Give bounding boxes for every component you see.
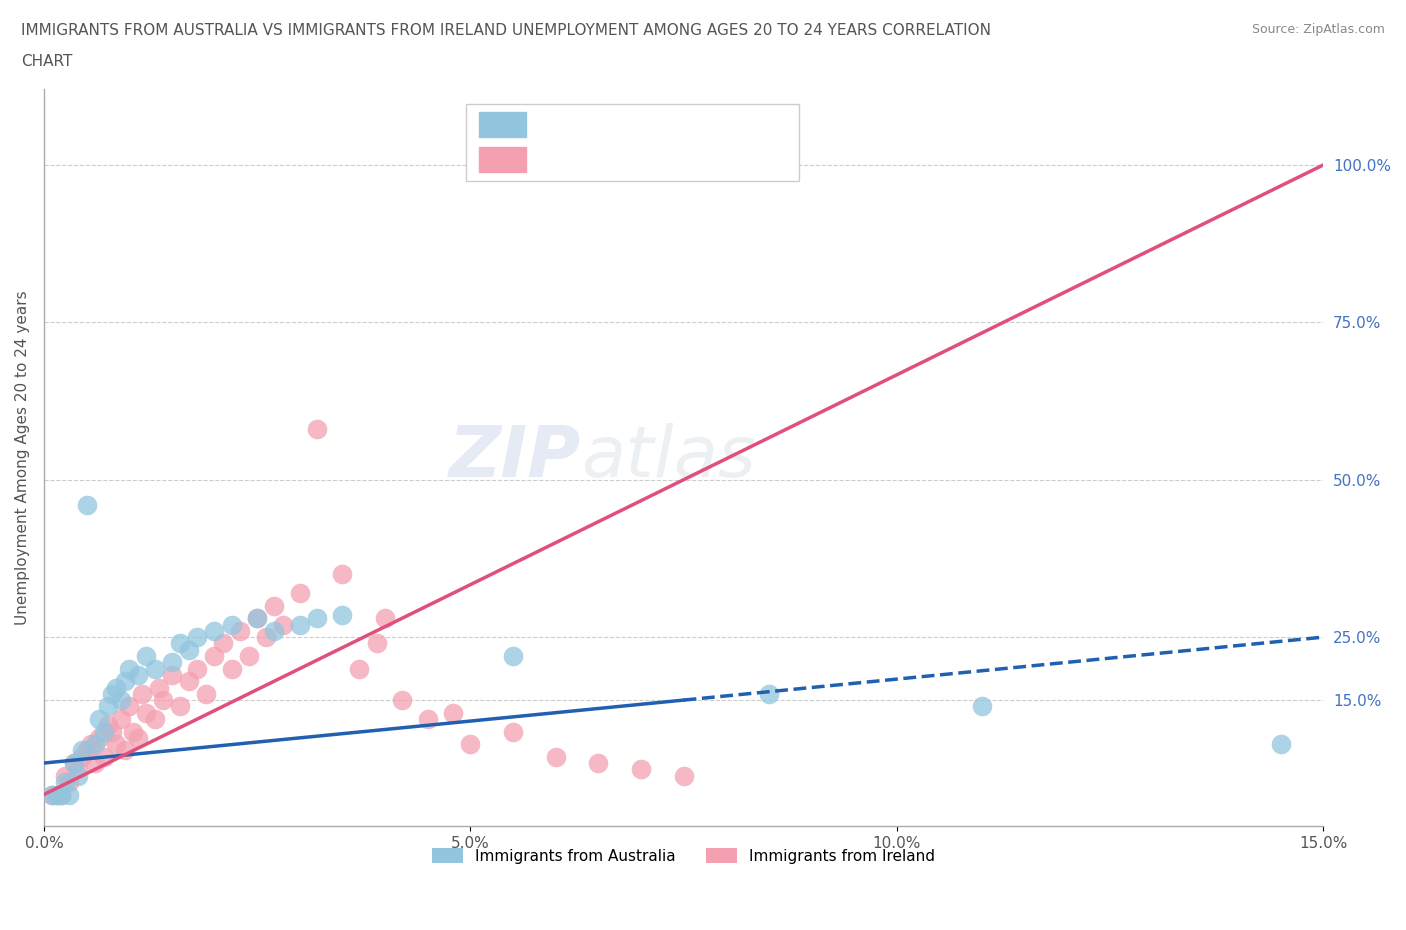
Point	[93, 750, 115, 764]
Point	[58, 775, 80, 790]
Point	[89, 730, 111, 745]
Point	[66, 762, 89, 777]
Point	[105, 737, 128, 751]
Point	[49, 787, 72, 802]
Point	[93, 724, 115, 739]
Point	[288, 586, 311, 601]
Point	[72, 743, 94, 758]
Text: atlas: atlas	[581, 423, 756, 492]
Point	[118, 699, 141, 714]
Y-axis label: Unemployment Among Ages 20 to 24 years: Unemployment Among Ages 20 to 24 years	[15, 290, 30, 625]
Point	[84, 737, 107, 751]
Point	[97, 718, 120, 733]
Point	[114, 743, 136, 758]
Point	[502, 648, 524, 663]
Point	[45, 787, 67, 802]
Point	[374, 611, 396, 626]
Point	[229, 623, 252, 638]
Point	[441, 705, 464, 720]
Point	[127, 730, 149, 745]
Point	[58, 787, 80, 802]
Point	[177, 643, 200, 658]
Point	[212, 636, 235, 651]
Text: CHART: CHART	[21, 54, 73, 69]
Point	[76, 498, 98, 512]
Point	[169, 699, 191, 714]
Text: Source: ZipAtlas.com: Source: ZipAtlas.com	[1251, 23, 1385, 36]
Text: IMMIGRANTS FROM AUSTRALIA VS IMMIGRANTS FROM IRELAND UNEMPLOYMENT AMONG AGES 20 : IMMIGRANTS FROM AUSTRALIA VS IMMIGRANTS …	[21, 23, 991, 38]
Point	[148, 680, 170, 695]
Point	[263, 598, 285, 613]
Point	[416, 711, 439, 726]
Point	[53, 768, 76, 783]
Point	[89, 711, 111, 726]
Point	[105, 680, 128, 695]
Point	[204, 623, 226, 638]
Point	[221, 661, 243, 676]
Point	[41, 787, 63, 802]
Point	[177, 673, 200, 688]
Point	[366, 636, 388, 651]
Point	[62, 755, 84, 770]
Point	[186, 630, 208, 644]
Point	[80, 737, 103, 751]
Point	[66, 768, 89, 783]
Point	[254, 630, 277, 644]
Point	[204, 648, 226, 663]
Point	[49, 787, 72, 802]
Legend: Immigrants from Australia, Immigrants from Ireland: Immigrants from Australia, Immigrants fr…	[426, 842, 941, 870]
Point	[45, 787, 67, 802]
Point	[332, 607, 354, 622]
Point	[460, 737, 482, 751]
Point	[332, 566, 354, 581]
Point	[186, 661, 208, 676]
Point	[758, 686, 780, 701]
Point	[122, 724, 145, 739]
Point	[72, 750, 94, 764]
Point	[118, 661, 141, 676]
Point	[305, 422, 328, 437]
Point	[41, 787, 63, 802]
Point	[62, 755, 84, 770]
Point	[135, 648, 157, 663]
Point	[110, 711, 132, 726]
Point	[502, 724, 524, 739]
Point	[143, 711, 166, 726]
Point	[135, 705, 157, 720]
Point	[630, 762, 652, 777]
Point	[76, 743, 98, 758]
Point	[672, 768, 695, 783]
Point	[263, 623, 285, 638]
Point	[349, 661, 371, 676]
Point	[246, 611, 269, 626]
Point	[391, 693, 413, 708]
Point	[101, 724, 124, 739]
Point	[152, 693, 174, 708]
Point	[169, 636, 191, 651]
Point	[97, 699, 120, 714]
Point	[588, 755, 610, 770]
Point	[246, 611, 269, 626]
Point	[221, 618, 243, 632]
Point	[305, 611, 328, 626]
Point	[288, 618, 311, 632]
Point	[143, 661, 166, 676]
Point	[238, 648, 260, 663]
Point	[114, 673, 136, 688]
Point	[110, 693, 132, 708]
Point	[972, 699, 994, 714]
Point	[160, 655, 183, 670]
Point	[194, 686, 217, 701]
Point	[53, 775, 76, 790]
Point	[84, 755, 107, 770]
Point	[1270, 737, 1292, 751]
Point	[127, 668, 149, 683]
Point	[160, 668, 183, 683]
Point	[271, 618, 294, 632]
Point	[131, 686, 153, 701]
Point	[544, 750, 567, 764]
Text: ZIP: ZIP	[449, 423, 581, 492]
Point	[101, 686, 124, 701]
